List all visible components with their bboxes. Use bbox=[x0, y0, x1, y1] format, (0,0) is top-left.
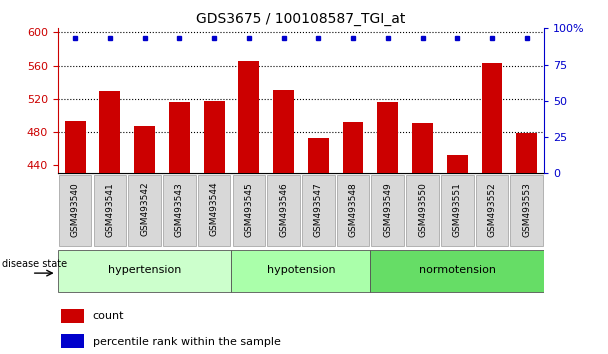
FancyBboxPatch shape bbox=[58, 250, 232, 292]
FancyBboxPatch shape bbox=[59, 175, 91, 246]
Text: GSM493553: GSM493553 bbox=[522, 182, 531, 236]
FancyBboxPatch shape bbox=[441, 175, 474, 246]
Text: GSM493543: GSM493543 bbox=[175, 182, 184, 236]
FancyBboxPatch shape bbox=[94, 175, 126, 246]
Bar bbox=[273, 90, 294, 173]
FancyBboxPatch shape bbox=[232, 175, 265, 246]
Text: count: count bbox=[93, 311, 124, 321]
Text: GSM493544: GSM493544 bbox=[210, 182, 219, 236]
FancyBboxPatch shape bbox=[302, 175, 334, 246]
Bar bbox=[482, 63, 502, 173]
FancyBboxPatch shape bbox=[371, 175, 404, 246]
Text: disease state: disease state bbox=[2, 259, 67, 269]
Bar bbox=[61, 309, 84, 323]
FancyBboxPatch shape bbox=[198, 175, 230, 246]
Bar bbox=[308, 138, 329, 173]
Bar bbox=[343, 122, 364, 173]
Text: GSM493541: GSM493541 bbox=[105, 182, 114, 236]
FancyBboxPatch shape bbox=[163, 175, 196, 246]
Title: GDS3675 / 100108587_TGI_at: GDS3675 / 100108587_TGI_at bbox=[196, 12, 406, 26]
Text: GSM493545: GSM493545 bbox=[244, 182, 254, 236]
Text: GSM493548: GSM493548 bbox=[348, 182, 358, 236]
FancyBboxPatch shape bbox=[370, 250, 544, 292]
Bar bbox=[378, 102, 398, 173]
FancyBboxPatch shape bbox=[128, 175, 161, 246]
Text: percentile rank within the sample: percentile rank within the sample bbox=[93, 337, 281, 347]
Text: GSM493550: GSM493550 bbox=[418, 182, 427, 236]
FancyBboxPatch shape bbox=[268, 175, 300, 246]
Bar bbox=[169, 102, 190, 173]
Text: GSM493546: GSM493546 bbox=[279, 182, 288, 236]
FancyBboxPatch shape bbox=[406, 175, 439, 246]
Bar bbox=[204, 101, 224, 173]
Text: GSM493551: GSM493551 bbox=[453, 182, 462, 236]
Bar bbox=[134, 126, 155, 173]
Text: hypertension: hypertension bbox=[108, 265, 181, 275]
Text: hypotension: hypotension bbox=[267, 265, 335, 275]
Text: GSM493542: GSM493542 bbox=[140, 182, 149, 236]
Bar bbox=[447, 155, 468, 173]
Bar bbox=[412, 123, 433, 173]
Bar bbox=[516, 133, 537, 173]
Bar bbox=[100, 91, 120, 173]
Bar bbox=[238, 62, 259, 173]
Text: GSM493552: GSM493552 bbox=[488, 182, 497, 236]
Text: GSM493547: GSM493547 bbox=[314, 182, 323, 236]
Bar bbox=[61, 334, 84, 348]
Text: GSM493540: GSM493540 bbox=[71, 182, 80, 236]
Text: normotension: normotension bbox=[419, 265, 496, 275]
Text: GSM493549: GSM493549 bbox=[383, 182, 392, 236]
FancyBboxPatch shape bbox=[511, 175, 543, 246]
FancyBboxPatch shape bbox=[475, 175, 508, 246]
Bar bbox=[64, 121, 86, 173]
FancyBboxPatch shape bbox=[232, 250, 370, 292]
FancyBboxPatch shape bbox=[337, 175, 370, 246]
